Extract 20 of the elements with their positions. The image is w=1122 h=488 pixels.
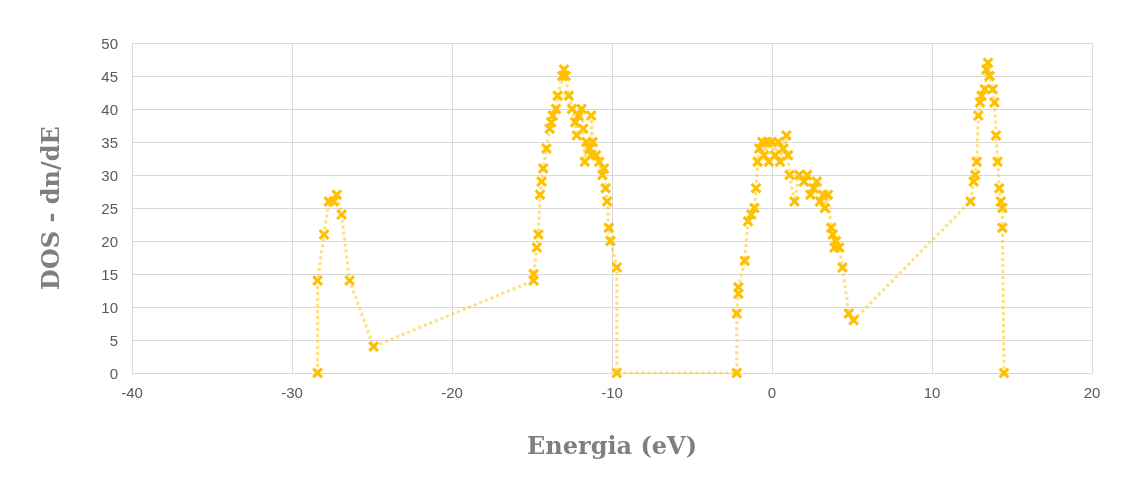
- y-tick-label: 50: [101, 34, 118, 52]
- x-tick-label: -20: [441, 384, 463, 401]
- y-tick-label: 20: [101, 232, 118, 250]
- x-tick-label: 10: [923, 384, 941, 401]
- y-tick-label: 5: [109, 331, 118, 349]
- x-tick-label: 0: [767, 384, 777, 401]
- x-tick-label: -10: [601, 384, 623, 401]
- y-tick-label: 30: [101, 166, 118, 184]
- x-axis-title: Energia (eV): [526, 430, 698, 460]
- y-tick-label: 10: [101, 298, 118, 316]
- y-tick-label: 0: [109, 364, 118, 382]
- y-tick-label: 40: [101, 100, 118, 118]
- x-tick-label: 20: [1083, 384, 1101, 401]
- y-tick-label: 45: [101, 67, 118, 85]
- x-tick-label: -30: [281, 384, 303, 401]
- x-tick-label: -40: [121, 384, 143, 401]
- y-tick-label: 35: [101, 133, 118, 151]
- y-tick-label: 25: [101, 199, 118, 217]
- y-tick-label: 15: [101, 265, 118, 283]
- y-axis-title: DOS - dn/dE: [35, 126, 65, 290]
